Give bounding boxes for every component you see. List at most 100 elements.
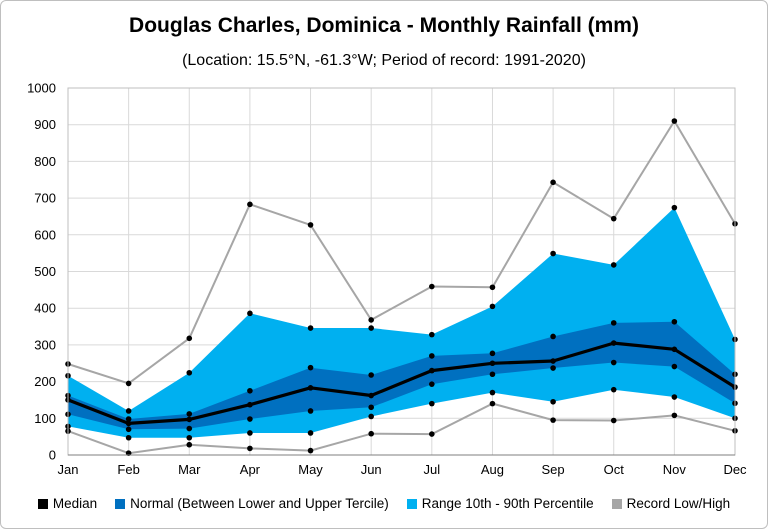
- point-median: [429, 367, 435, 374]
- point-p90: [368, 325, 374, 331]
- legend-item-range: Range 10th - 90th Percentile: [406, 496, 594, 511]
- point-median: [307, 385, 314, 391]
- legend-item-record: Record Low/High: [611, 496, 731, 511]
- y-tick-label: 700: [34, 191, 56, 206]
- x-tick-label: Jan: [58, 462, 79, 477]
- point-median: [610, 340, 617, 346]
- point-lower_tercile: [186, 425, 193, 432]
- point-p90: [247, 310, 253, 317]
- point-p10: [429, 400, 435, 407]
- point-record_high: [186, 335, 193, 342]
- legend-swatch-record: [611, 498, 622, 509]
- legend-swatch-median: [37, 498, 48, 509]
- point-median: [186, 416, 193, 423]
- point-median: [247, 401, 253, 408]
- point-record_low: [671, 412, 678, 419]
- point-p10: [247, 430, 253, 436]
- legend-label-range: Range 10th - 90th Percentile: [421, 496, 594, 511]
- point-p10: [125, 434, 132, 441]
- point-record_high: [489, 284, 496, 291]
- point-upper_tercile: [186, 411, 193, 417]
- y-tick-label: 100: [34, 411, 56, 426]
- point-record_high: [671, 118, 678, 124]
- x-tick-label: Jul: [424, 462, 441, 477]
- x-tick-label: Nov: [663, 462, 687, 477]
- x-tick-label: Feb: [117, 462, 139, 477]
- point-p90: [489, 303, 496, 310]
- x-tick-label: Aug: [481, 462, 504, 477]
- point-p10: [186, 434, 193, 441]
- x-tick-label: Mar: [178, 462, 201, 477]
- point-upper_tercile: [368, 372, 374, 378]
- y-tick-label: 600: [34, 227, 56, 242]
- point-p10: [368, 413, 374, 420]
- y-tick-label: 200: [34, 374, 56, 389]
- point-record_high: [429, 283, 435, 290]
- point-record_low: [429, 431, 435, 437]
- point-p90: [429, 331, 435, 338]
- point-lower_tercile: [550, 365, 556, 371]
- legend-label-median: Median: [52, 496, 98, 511]
- x-tick-label: Oct: [604, 462, 625, 477]
- point-p90: [186, 369, 193, 376]
- normal-band: [68, 321, 735, 430]
- legend-label-normal: Normal (Between Lower and Upper Tercile): [130, 496, 389, 511]
- point-upper_tercile: [247, 387, 253, 394]
- point-p10: [610, 386, 617, 393]
- axes: 0 100 200 300 400 500 600 700 800 900 1000 Jan Feb Ma…: [27, 81, 747, 478]
- point-p90: [550, 250, 556, 257]
- point-upper_tercile: [671, 318, 678, 325]
- point-lower_tercile: [125, 426, 132, 433]
- range-band: [68, 207, 735, 438]
- point-upper_tercile: [429, 353, 435, 359]
- point-lower_tercile: [307, 408, 314, 414]
- median-line: [67, 341, 736, 425]
- point-lower_tercile: [610, 359, 617, 366]
- point-upper_tercile: [489, 350, 496, 357]
- point-upper_tercile: [610, 320, 617, 326]
- point-lower_tercile: [429, 381, 435, 387]
- point-record_low: [368, 430, 374, 437]
- point-lower_tercile: [368, 404, 374, 411]
- bands: [68, 207, 735, 438]
- point-median: [125, 420, 132, 427]
- point-record_low: [550, 417, 556, 423]
- point-median: [671, 346, 678, 353]
- y-tick-label: 1000: [27, 81, 56, 96]
- y-tick-label: 300: [34, 337, 56, 352]
- legend-swatch-range: [406, 498, 417, 509]
- legend-label-record: Record Low/High: [626, 496, 731, 511]
- data-points: [65, 118, 738, 456]
- point-record_low: [489, 400, 496, 407]
- legend-item-median: Median: [37, 496, 98, 511]
- point-p10: [307, 430, 314, 436]
- point-p90: [671, 204, 678, 211]
- y-tick-label: 0: [49, 448, 56, 463]
- x-tick-label: Sep: [542, 462, 565, 477]
- y-tick-label: 400: [34, 301, 56, 316]
- point-record_high: [247, 201, 253, 208]
- point-record_high: [307, 222, 314, 228]
- point-p10: [671, 394, 678, 400]
- point-upper_tercile: [307, 364, 314, 371]
- point-p90: [307, 325, 314, 331]
- y-tick-label: 900: [34, 117, 56, 132]
- point-record_high: [610, 215, 617, 222]
- x-tick-label: Dec: [723, 462, 747, 477]
- point-lower_tercile: [671, 363, 678, 370]
- point-lower_tercile: [489, 371, 496, 378]
- legend: Median Normal (Between Lower and Upper T…: [0, 496, 768, 511]
- point-median: [550, 358, 556, 364]
- point-record_high: [368, 317, 374, 323]
- point-p10: [550, 398, 556, 405]
- legend-item-normal: Normal (Between Lower and Upper Tercile): [115, 496, 389, 511]
- point-lower_tercile: [247, 416, 253, 422]
- x-tick-label: Apr: [240, 462, 261, 477]
- x-tick-label: Jun: [361, 462, 382, 477]
- point-record_low: [186, 441, 193, 448]
- point-p90: [610, 262, 617, 268]
- point-record_low: [247, 445, 253, 452]
- point-record_low: [307, 447, 314, 454]
- point-median: [368, 392, 374, 399]
- y-tick-label: 500: [34, 264, 56, 279]
